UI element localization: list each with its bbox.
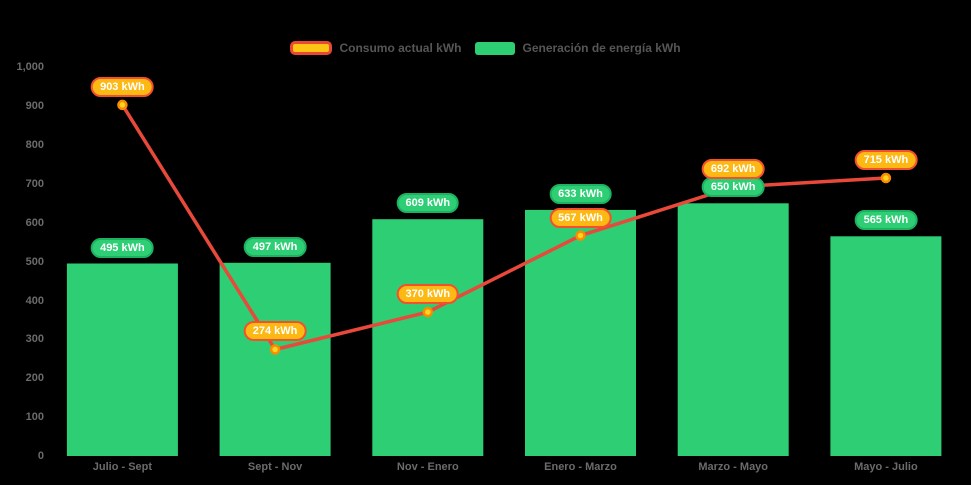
consumo-series-swatch-icon bbox=[290, 41, 333, 55]
generacion-series-swatch-icon bbox=[475, 41, 516, 55]
generation-bar[interactable] bbox=[66, 263, 178, 457]
line-point-marker[interactable] bbox=[117, 99, 128, 111]
line-point-marker[interactable] bbox=[422, 306, 434, 318]
legend-item-generacion-energia[interactable]: Generación de energía kWh bbox=[475, 41, 681, 55]
line-point-marker[interactable] bbox=[269, 344, 281, 355]
generation-bar[interactable] bbox=[525, 209, 636, 456]
generation-bar[interactable] bbox=[830, 236, 942, 456]
legend: Consumo actual kWh Generación de energía… bbox=[0, 41, 971, 55]
line-point-marker[interactable] bbox=[575, 230, 586, 241]
legend-label-consumo: Consumo actual kWh bbox=[339, 41, 462, 55]
line-point-marker[interactable] bbox=[880, 172, 892, 184]
legend-item-consumo-actual[interactable]: Consumo actual kWh bbox=[290, 41, 461, 55]
generation-bar[interactable] bbox=[677, 203, 789, 456]
generation-bar[interactable] bbox=[372, 219, 484, 456]
generation-bar[interactable] bbox=[219, 262, 331, 456]
legend-label-generacion: Generación de energía kWh bbox=[522, 41, 681, 55]
line-point-marker[interactable] bbox=[727, 181, 739, 193]
